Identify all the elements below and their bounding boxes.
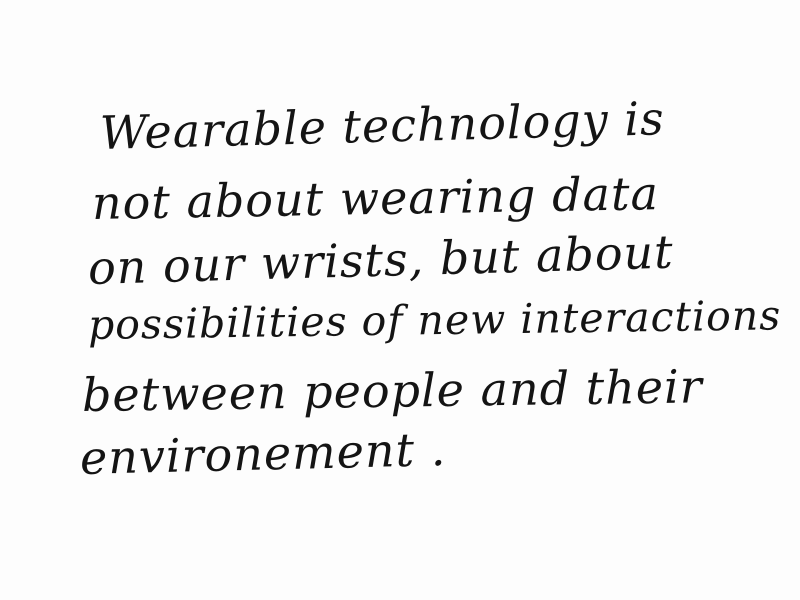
text-line-4: possibilities of new interactions: [87, 291, 782, 349]
text-line-6: environement .: [79, 422, 447, 485]
text-line-2: not about wearing data: [91, 166, 660, 230]
text-line-5: between people and their: [81, 359, 704, 422]
text-line-3: on our wrists, but about: [87, 224, 675, 295]
text-line-1: Wearable technology is: [99, 91, 666, 160]
